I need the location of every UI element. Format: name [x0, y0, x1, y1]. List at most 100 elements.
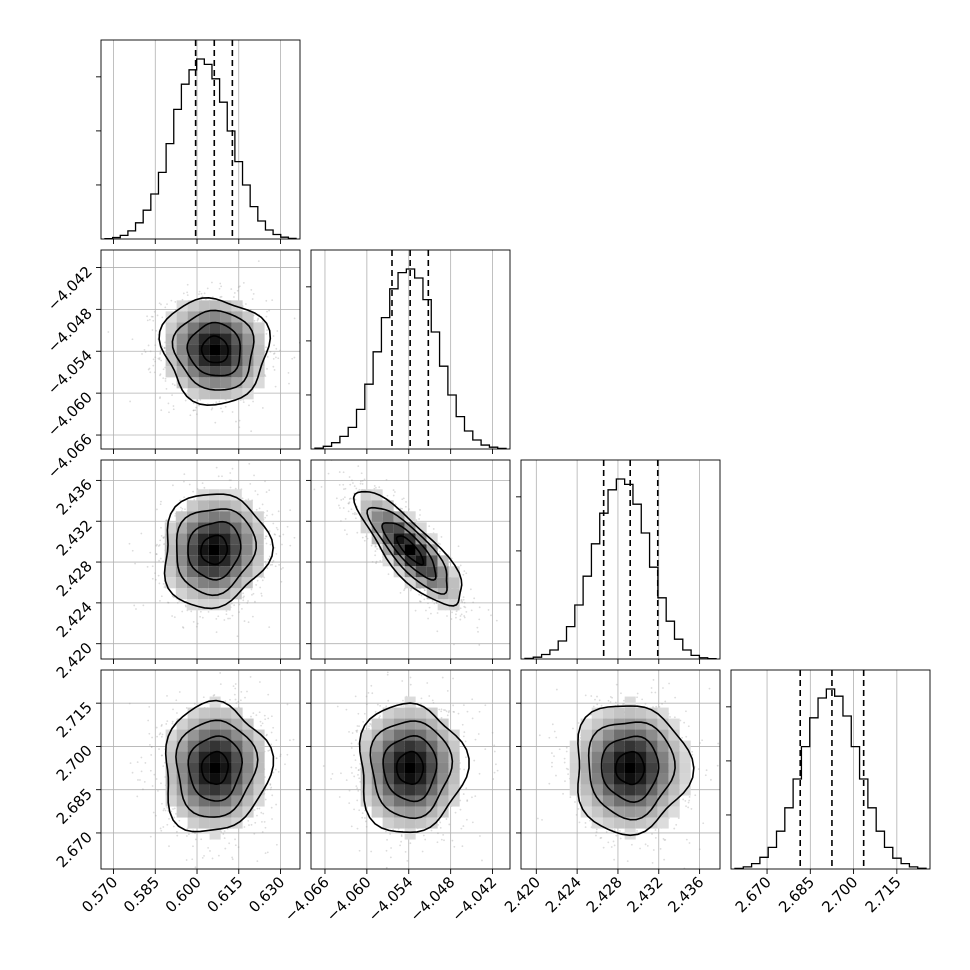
- corner-plot-panels: 2.670 2.685 2.700 2.715−4.066−4.060−4.054−4…: [44, 39, 931, 925]
- density-cell: [242, 355, 254, 367]
- density-cell: [371, 511, 383, 523]
- scatter-point: [278, 535, 281, 537]
- scatter-point: [234, 683, 237, 685]
- scatter-point: [490, 614, 492, 617]
- scatter-point: [355, 487, 358, 490]
- density-cell: [220, 366, 232, 378]
- density-cell: [220, 388, 232, 400]
- scatter-point: [147, 719, 150, 722]
- scatter-point: [342, 483, 345, 486]
- scatter-point: [154, 814, 157, 817]
- density-cell: [219, 533, 231, 545]
- scatter-point: [154, 572, 156, 575]
- scatter-point: [366, 537, 369, 540]
- scatter-point: [242, 281, 245, 284]
- scatter-point: [172, 484, 174, 487]
- density-cell: [426, 577, 438, 589]
- scatter-point: [392, 494, 395, 497]
- scatter-point: [209, 850, 211, 852]
- density-cell: [241, 511, 253, 523]
- scatter-point: [163, 347, 166, 349]
- scatter-point: [349, 483, 352, 486]
- scatter-point: [273, 352, 276, 355]
- scatter-point: [269, 543, 272, 546]
- scatter-point: [357, 465, 360, 468]
- scatter-point: [264, 788, 267, 791]
- density-cell: [241, 522, 253, 534]
- y-tick-label: −4.048: [44, 304, 96, 356]
- density-cell: [164, 566, 176, 578]
- histogram-panel: [516, 459, 721, 664]
- scatter-point: [379, 559, 382, 562]
- scatter-point: [265, 332, 268, 335]
- scatter-point: [282, 567, 284, 569]
- scatter-point: [463, 616, 466, 619]
- density-cell: [197, 533, 209, 545]
- scatter-point: [419, 514, 421, 516]
- scatter-point: [242, 599, 245, 602]
- density-cell: [415, 566, 427, 578]
- scatter-point: [159, 396, 161, 398]
- density-cell: [198, 333, 210, 345]
- scatter-point: [423, 598, 426, 601]
- scatter-point: [274, 385, 277, 388]
- scatter-point: [172, 408, 175, 411]
- scatter-point: [162, 826, 165, 828]
- scatter-point: [255, 508, 258, 511]
- scatter-point: [286, 525, 289, 528]
- scatter-point: [164, 306, 167, 309]
- density-contour: [395, 535, 425, 566]
- scatter-point: [201, 482, 204, 485]
- scatter-point: [149, 350, 152, 353]
- scatter-point: [266, 567, 269, 570]
- scatter-point: [359, 482, 362, 485]
- scatter-point: [128, 542, 131, 545]
- scatter-point: [249, 308, 252, 311]
- scatter-point: [198, 293, 200, 296]
- scatter-point: [356, 531, 359, 534]
- scatter-point: [352, 482, 354, 484]
- panel-frame: [100, 249, 301, 450]
- grid-lines: [766, 670, 898, 869]
- scatter-point: [455, 616, 457, 619]
- scatter-point: [229, 472, 232, 474]
- scatter-point: [268, 489, 271, 492]
- y-tick-label: −4.060: [44, 388, 96, 440]
- scatter-point: [172, 405, 175, 407]
- density-cell: [176, 344, 188, 356]
- scatter-point: [217, 475, 220, 478]
- scatter-point: [266, 310, 268, 313]
- density-cell: [231, 377, 243, 389]
- density-layer: [128, 462, 296, 638]
- density-cell: [219, 522, 231, 534]
- scatter-point: [233, 296, 235, 298]
- density-contour: [381, 522, 437, 581]
- density-cell: [371, 533, 383, 545]
- scatter-point: [217, 854, 220, 857]
- density-cell: [208, 500, 220, 512]
- density-cell: [176, 322, 188, 334]
- scatter-point: [272, 726, 275, 729]
- y-tick-label: 2.436: [53, 476, 96, 519]
- scatter-point: [215, 401, 218, 404]
- scatter-point: [453, 643, 455, 646]
- scatter-point: [275, 757, 278, 760]
- scatter-point: [157, 545, 160, 547]
- scatter-point: [143, 781, 146, 783]
- scatter-point: [455, 610, 458, 613]
- scatter-point: [459, 615, 462, 617]
- density-cell: [176, 300, 188, 312]
- scatter-point: [246, 602, 249, 604]
- scatter-point: [261, 407, 264, 409]
- scatter-point: [186, 283, 189, 286]
- scatter-point: [207, 610, 210, 613]
- scatter-point: [159, 599, 161, 602]
- scatter-point: [171, 720, 174, 723]
- scatter-point: [162, 560, 165, 563]
- density-cell: [230, 544, 242, 556]
- scatter-point: [428, 525, 431, 528]
- scatter-point: [185, 707, 188, 709]
- density-cell: [208, 522, 220, 534]
- density-cell: [165, 333, 177, 345]
- scatter-point: [192, 409, 195, 412]
